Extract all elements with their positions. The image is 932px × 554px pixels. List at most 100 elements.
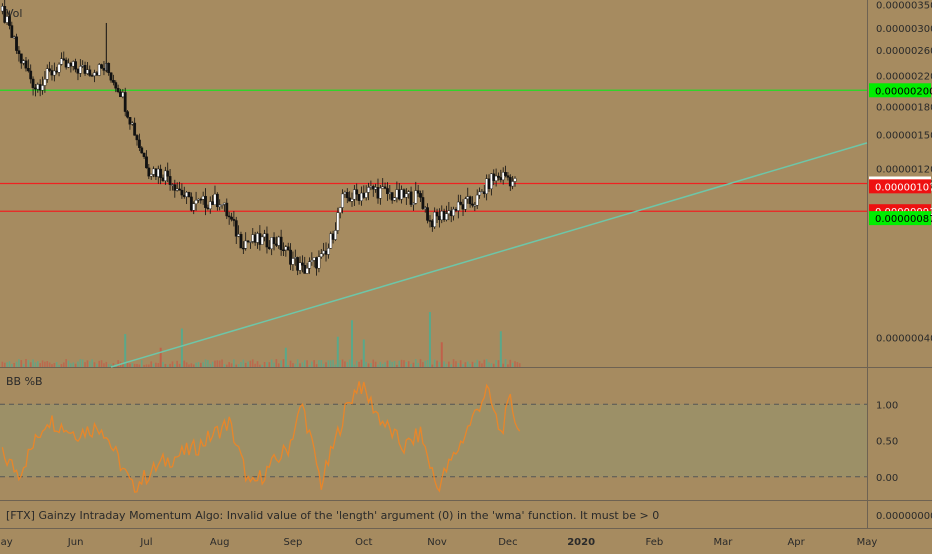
candle-body (367, 187, 370, 193)
candle (383, 182, 387, 190)
volume-bar (3, 362, 6, 367)
candle (180, 183, 184, 199)
volume-bar (452, 359, 455, 367)
volume-bar (438, 362, 441, 367)
candle-body (449, 210, 453, 217)
x-tick-label: Mar (713, 537, 733, 548)
candle (371, 184, 375, 197)
volume-spike-bar (180, 328, 183, 367)
volume-bar (308, 364, 311, 367)
candle (487, 174, 491, 192)
candle (88, 65, 92, 77)
candle (364, 185, 368, 201)
candle (369, 180, 373, 191)
volume-bar (60, 364, 63, 367)
candle (223, 202, 226, 212)
candle (81, 60, 85, 69)
candle-body (175, 188, 179, 191)
price-tick-label: 0.00000260 (876, 46, 932, 57)
candle-body (407, 191, 411, 194)
candle-body (308, 261, 311, 269)
candle (256, 231, 259, 249)
volume-bar (62, 362, 65, 367)
volume-bar (145, 364, 148, 367)
x-tick-label: Dec (498, 537, 517, 548)
candle (482, 184, 486, 198)
candle-body (121, 92, 125, 98)
candle (258, 225, 262, 251)
candle (459, 194, 463, 206)
candle (36, 82, 40, 93)
candle (277, 235, 281, 249)
volume-bar (374, 361, 377, 367)
candle-body (208, 201, 212, 210)
volume-bar (240, 362, 242, 367)
volume-bar (256, 361, 259, 367)
candle-body (293, 257, 297, 259)
candle (83, 61, 87, 76)
candle (506, 171, 510, 181)
volume-bar (202, 362, 204, 367)
price-label-text: 0.00000200 (875, 86, 932, 97)
candle (114, 80, 118, 93)
candle-body (67, 62, 70, 68)
volume-bar (74, 363, 77, 367)
candle-body (34, 87, 37, 90)
candle (407, 190, 411, 199)
candle (111, 74, 115, 86)
volume-bar (233, 359, 235, 367)
volume-bar (44, 361, 46, 367)
candle (390, 192, 394, 204)
candle (348, 191, 352, 202)
candle-body (430, 220, 434, 228)
candle (0, 3, 4, 15)
candle (130, 121, 134, 126)
volume-bar (488, 362, 490, 367)
volume-bar (502, 363, 504, 367)
x-tick-label: May (0, 537, 13, 548)
candle (213, 185, 217, 205)
candle (149, 173, 153, 180)
volume-bar (237, 364, 240, 367)
candle-body (442, 210, 446, 220)
volume-bar (218, 360, 221, 367)
candle (182, 186, 186, 199)
candle (156, 165, 160, 184)
candle-body (412, 203, 415, 205)
trendline[interactable] (110, 142, 868, 368)
candle-body (156, 168, 160, 177)
candle-body (97, 64, 101, 76)
volume-bar (325, 362, 327, 367)
volume-spike-bar (499, 331, 502, 367)
candle-body (213, 193, 217, 205)
volume-bar (263, 362, 266, 367)
volume-bar (29, 362, 32, 367)
volume-bar (303, 360, 306, 367)
candle-body (489, 173, 493, 189)
candle (322, 242, 326, 257)
volume-bar (131, 363, 134, 367)
candle (310, 252, 314, 266)
volume-bar (51, 364, 53, 367)
candle-body (114, 82, 118, 89)
volume-bar (436, 360, 438, 367)
candle-body (130, 122, 134, 125)
candle (45, 64, 49, 83)
candle (445, 205, 448, 222)
x-tick-label: Oct (355, 537, 372, 548)
candle-body (15, 36, 18, 51)
candle (249, 241, 252, 249)
volume-bar (6, 362, 8, 367)
candle-body (364, 192, 368, 198)
candle-body (107, 62, 111, 73)
candle (466, 187, 470, 204)
candle (38, 79, 42, 97)
candle (326, 243, 330, 259)
candle-body (93, 72, 96, 76)
volume-bar (251, 359, 254, 367)
candle-body (116, 87, 120, 93)
volume-bar (396, 364, 398, 367)
candle (452, 206, 455, 221)
